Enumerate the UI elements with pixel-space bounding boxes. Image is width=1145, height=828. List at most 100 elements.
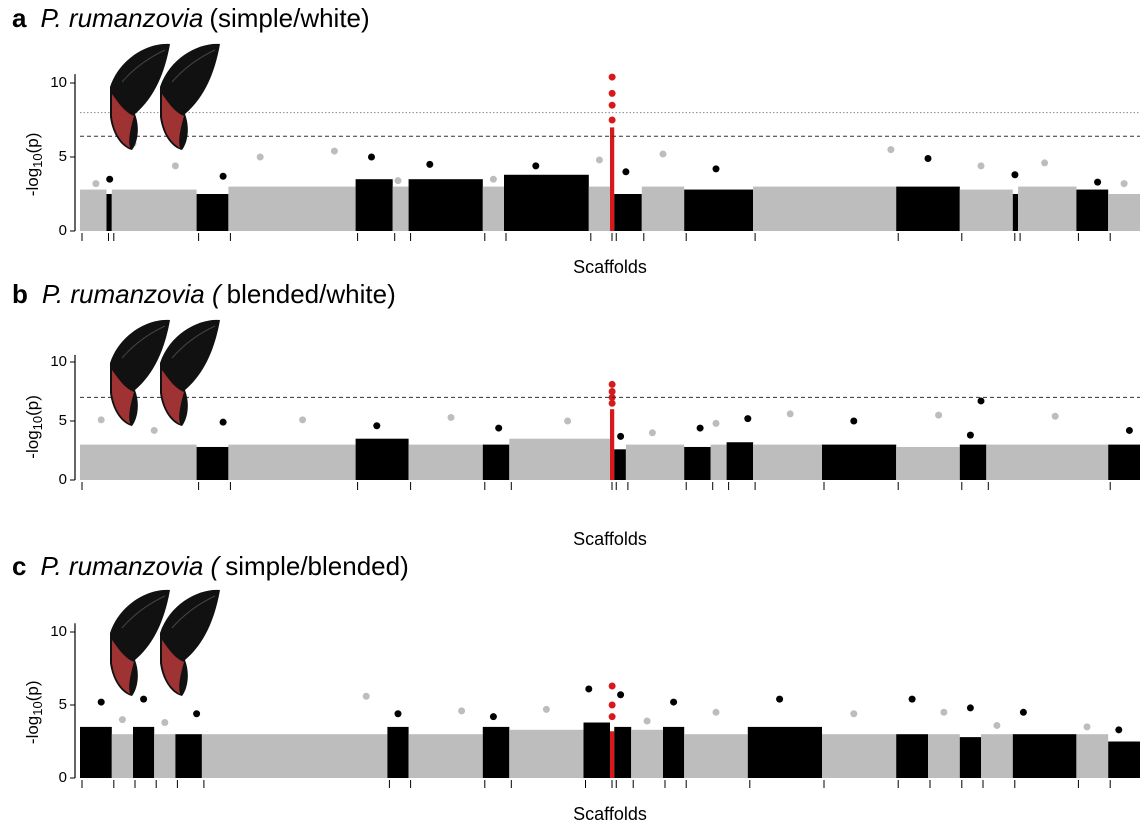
butterflies [110,44,220,696]
snp-point [564,418,571,425]
snp-point [585,685,592,692]
y-tick-label: 5 [59,412,67,429]
snp-point [395,177,402,184]
y-tick-label: 0 [59,471,67,488]
scaffold-band [356,179,393,231]
snp-point [935,412,942,419]
snp-point [161,719,168,726]
snp-point [644,718,651,725]
snp-point [1121,180,1128,187]
scaffold-band [610,731,614,778]
scaffold-band [387,727,408,778]
snp-point [887,146,894,153]
scaffold-band [154,734,175,778]
scaffold-band [133,727,154,778]
y-tick-label: 5 [59,148,67,165]
scaffold-band [1018,187,1076,231]
panel-letter: c [12,551,26,581]
scaffold-band [896,447,960,480]
snp-point [850,710,857,717]
x-axis-label: Scaffolds [573,257,647,277]
scaffold-band [356,439,409,480]
y-tick-label: 5 [59,696,67,713]
snp-point [92,180,99,187]
scaffold-band [822,445,896,480]
scaffold-band [928,734,960,778]
scaffold-band [175,734,202,778]
scaffold-band [727,442,754,480]
snp-point [609,381,616,388]
scaffold-band [822,734,896,778]
snp-point [257,154,264,161]
title-comparison: (simple/white) [209,3,369,33]
scaffold-band [1013,194,1018,231]
scaffold-band [1076,190,1108,231]
scaffold-band [228,187,355,231]
y-label-arg: (p) [23,680,42,701]
snp-point [98,699,105,706]
snp-point [426,161,433,168]
panel-letter: a [12,3,27,33]
scaffold-band [409,445,483,480]
scaffold-band [684,447,711,480]
snp-point [220,419,227,426]
scaffold-band [509,439,610,480]
snp-point [609,713,616,720]
scaffold-band [589,187,610,231]
snp-point [978,162,985,169]
y-tick-label: 10 [50,623,67,640]
y-label-sub: 10 [30,416,45,430]
scaffold-band [684,190,753,231]
snp-point [98,416,105,423]
snp-point [1052,413,1059,420]
snp-point [1020,709,1027,716]
scaffold-band [1076,734,1108,778]
snp-point [1115,726,1122,733]
scaffold-band [748,727,822,778]
panel-title: a P. rumanzovia(simple/white) [12,3,370,33]
title-comparison: simple/blended) [225,551,409,581]
scaffold-band [112,190,197,231]
snp-point [622,168,629,175]
snp-point [660,151,667,158]
snp-point [713,420,720,427]
snp-point [151,427,158,434]
snp-point [909,696,916,703]
snp-point [744,415,751,422]
scaffold-band [584,723,611,778]
snp-point [978,397,985,404]
y-label-text: -log [23,716,42,744]
snp-point [609,400,616,407]
snp-point [617,691,624,698]
snp-point [458,707,465,714]
scaffold-band [663,727,684,778]
snp-point [649,429,656,436]
snp-point [940,709,947,716]
scaffold-band [711,445,727,480]
title-species: P. rumanzovia ( [40,551,221,581]
snp-point [220,173,227,180]
title-species: P. rumanzovia [40,3,203,33]
snp-point [609,102,616,109]
scaffold-band [80,727,112,778]
snp-point [1126,427,1133,434]
scaffold-band [197,447,229,480]
snp-point [609,74,616,81]
scaffold-band [1108,194,1140,231]
snp-point [490,176,497,183]
snp-point [713,165,720,172]
y-label-text: -log [23,168,42,196]
snp-point [1084,723,1091,730]
scaffold-band [753,445,822,480]
y-tick-label: 0 [59,222,67,239]
snp-point [193,710,200,717]
scaffold-band [610,127,614,231]
scaffold-band [80,445,197,480]
snp-point [395,710,402,717]
scaffold-band [483,187,504,231]
scaffold-band [409,179,483,231]
scaffold-band [960,445,987,480]
y-label-text: -log [23,430,42,458]
snp-point [609,683,616,690]
scaffold-band [1108,445,1140,480]
